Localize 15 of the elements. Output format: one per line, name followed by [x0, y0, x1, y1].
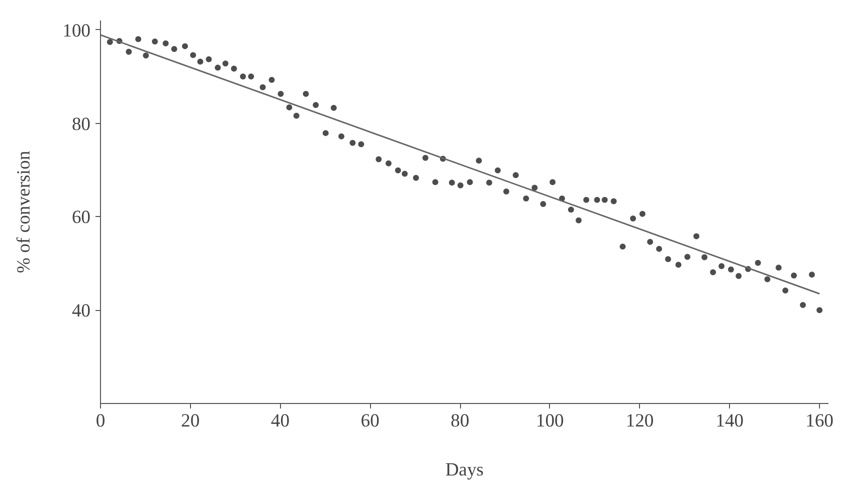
x-tick-label: 160: [806, 410, 834, 432]
y-tick-label: 40: [72, 300, 90, 322]
x-tick-label: 80: [450, 410, 470, 432]
y-axis-title: % of conversion: [14, 150, 35, 274]
x-tick-label: 100: [536, 410, 564, 432]
y-tick-label: 60: [72, 207, 90, 228]
x-tick-label: 140: [716, 410, 744, 432]
x-tick-label: 40: [270, 410, 290, 432]
x-axis-title: Days: [445, 460, 484, 480]
x-tick-label: 20: [181, 410, 200, 432]
x-tick-label: 120: [626, 410, 654, 432]
y-tick-label: 100: [62, 20, 90, 42]
x-tick-label: 0: [96, 410, 106, 432]
x-tick-label: 60: [360, 410, 380, 432]
y-tick-label: 80: [72, 114, 90, 135]
